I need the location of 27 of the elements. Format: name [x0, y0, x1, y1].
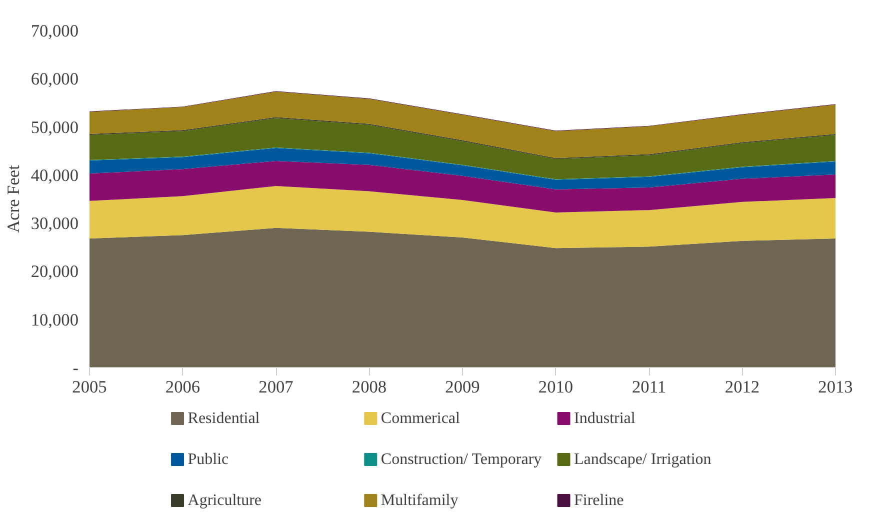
y-axis-title: Acre Feet: [4, 164, 23, 233]
legend-label: Residential: [188, 410, 260, 427]
legend-label: Industrial: [574, 410, 636, 427]
y-tick-label: 70,000: [30, 22, 79, 40]
x-tick-label: 2012: [724, 378, 760, 396]
x-tick-label: 2007: [258, 378, 294, 396]
x-tick-label: 2006: [165, 378, 200, 396]
legend-label: Landscape/ Irrigation: [574, 451, 712, 468]
legend-label: Public: [188, 451, 229, 468]
x-tick-label: 2011: [632, 378, 666, 396]
y-tick-label: 20,000: [30, 262, 79, 282]
y-tick-label: 50,000: [30, 118, 79, 137]
y-tick-label: 60,000: [30, 70, 79, 89]
y-tick-label: -: [72, 358, 79, 378]
x-tick-label: 2005: [72, 378, 107, 396]
y-tick-label: 40,000: [30, 166, 79, 185]
x-tick-label: 2010: [538, 378, 574, 396]
x-tick-label: 2013: [818, 378, 853, 396]
legend-label: Agriculture: [188, 492, 262, 509]
x-tick-label: 2009: [445, 378, 480, 396]
legend-label: Fireline: [574, 492, 624, 509]
y-tick-label: 30,000: [30, 214, 79, 234]
legend-label: Construction/ Temporary: [380, 451, 542, 468]
legend-label: Multifamily: [380, 492, 458, 509]
y-tick-label: 10,000: [30, 310, 79, 330]
x-tick-label: 2008: [352, 378, 387, 396]
legend-label: Commerical: [380, 410, 461, 427]
